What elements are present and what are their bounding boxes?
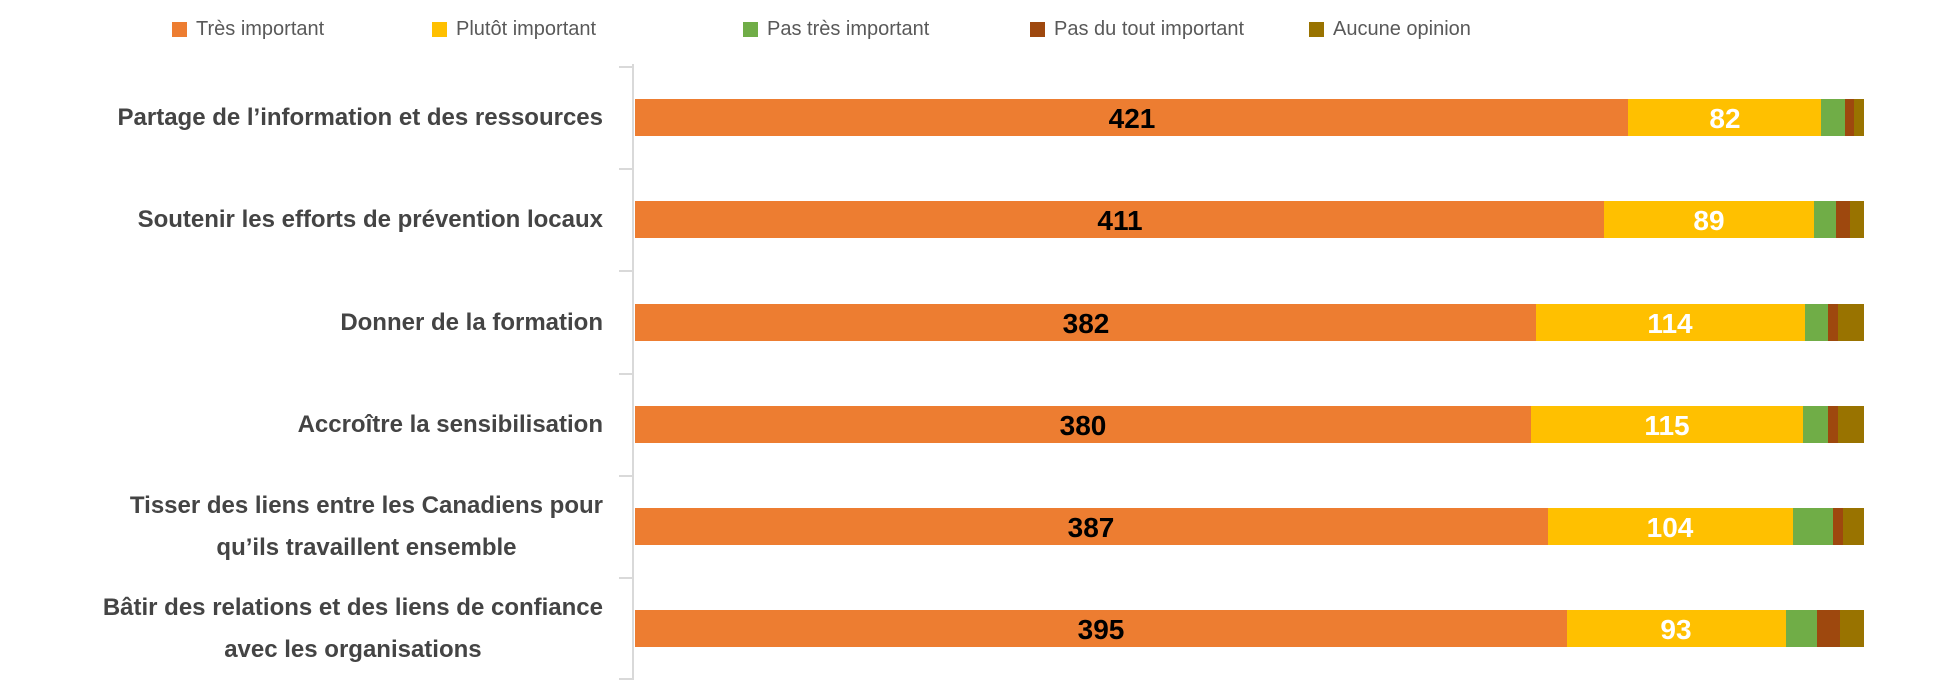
bar-value-label: 387 (1067, 511, 1115, 543)
bar-value-label: 115 (1644, 409, 1690, 441)
legend-item-tres-important: Très important (172, 15, 324, 43)
bar-segment-pas-tres-important (1786, 610, 1817, 647)
legend-color-swatch (1309, 21, 1324, 37)
bar-segment-aucune-opinion (1854, 99, 1864, 136)
bar-segment-pas-tres-important (1793, 508, 1833, 545)
category-label-soutenir-les-efforts-de-prevention-locau: Soutenir les efforts de prévention locau… (138, 199, 603, 241)
bar-segment-pas-du-tout-important (1833, 508, 1843, 545)
bar-value-label: 395 (1077, 613, 1125, 645)
legend-item-label: Pas très important (767, 17, 930, 40)
bar-segment-pas-tres-important (1803, 406, 1828, 443)
bar-value-label: 82 (1709, 102, 1741, 134)
bar-segment-aucune-opinion (1850, 201, 1864, 238)
bar-value-label: 89 (1693, 204, 1725, 236)
bar-segment-tres-important (635, 508, 1548, 545)
bar-segment-aucune-opinion (1843, 508, 1864, 545)
bar-segment-pas-du-tout-important (1836, 201, 1850, 238)
axis-tick (619, 66, 633, 68)
legend-item-plutot-important: Plutôt important (432, 15, 596, 43)
bar-value-label: 382 (1062, 307, 1110, 339)
bar-segment-plutot-important (1628, 99, 1821, 136)
category-label-line: qu’ils travaillent ensemble (216, 533, 517, 561)
category-label-line: Donner de la formation (340, 308, 603, 336)
bar-segment-pas-tres-important (1814, 201, 1836, 238)
bar-segment-aucune-opinion (1840, 610, 1864, 647)
axis-tick (619, 373, 633, 375)
axis-tick (619, 270, 633, 272)
bar-segment-pas-du-tout-important (1828, 406, 1838, 443)
legend-item-label: Aucune opinion (1333, 17, 1471, 40)
bar-segment-tres-important (635, 406, 1531, 443)
bar-value-label: 104 (1646, 511, 1694, 543)
category-label-tisser-des-liens-entre-les-canadiens-pou: Tisser des liens entre les Canadiens pou… (130, 485, 603, 569)
legend-item-label: Très important (196, 17, 325, 40)
bar-segment-plutot-important (1548, 508, 1793, 545)
category-label-line: Tisser des liens entre les Canadiens pou… (129, 491, 603, 519)
bar-value-label: 93 (1660, 613, 1692, 645)
category-axis-line (632, 64, 634, 680)
bar-value-label: 380 (1059, 409, 1107, 441)
bar-segment-pas-du-tout-important (1817, 610, 1840, 647)
category-label-donner-de-la-formation: Donner de la formation (340, 302, 603, 344)
bar-segment-plutot-important (1604, 201, 1814, 238)
legend-item-pas-du-tout-important: Pas du tout important (1030, 15, 1244, 43)
category-label-line: avec les organisations (224, 635, 482, 663)
legend-color-swatch (1030, 21, 1045, 37)
legend-item-pas-tres-important: Pas très important (743, 15, 929, 43)
category-label-line: Soutenir les efforts de prévention locau… (137, 205, 603, 233)
category-label-line: Partage de l’information et des ressourc… (117, 103, 604, 131)
bar-value-label: 114 (1647, 307, 1693, 339)
legend: Très important Plutôt important Pas très… (0, 0, 1933, 58)
bar-segment-tres-important (635, 99, 1628, 136)
category-label-partage-de-l-information-et-des-ressourc: Partage de l’information et des ressourc… (118, 97, 604, 139)
bar-segment-tres-important (635, 304, 1536, 341)
bar-segment-plutot-important (1567, 610, 1786, 647)
category-label-line: Bâtir des relations et des liens de conf… (102, 593, 603, 621)
bar-segment-aucune-opinion (1838, 304, 1864, 341)
bar-segment-aucune-opinion (1838, 406, 1864, 443)
category-label-accroitre-la-sensibilisation: Accroître la sensibilisation (298, 404, 603, 446)
legend-color-swatch (432, 21, 447, 37)
bar-segment-plutot-important (1531, 406, 1803, 443)
bar-segment-tres-important (635, 610, 1567, 647)
axis-tick (619, 168, 633, 170)
legend-item-aucune-opinion: Aucune opinion (1309, 15, 1471, 43)
bar-value-label: 411 (1097, 204, 1143, 236)
category-label-line: Accroître la sensibilisation (297, 410, 603, 438)
axis-tick (619, 678, 633, 680)
axis-tick (619, 577, 633, 579)
category-label-batir-des-relations-et-des-liens-de-conf: Bâtir des relations et des liens de conf… (103, 587, 603, 671)
bar-value-label: 421 (1108, 102, 1156, 134)
bar-segment-tres-important (635, 201, 1604, 238)
legend-color-swatch (743, 21, 758, 37)
bar-segment-pas-tres-important (1805, 304, 1828, 341)
bar-segment-plutot-important (1536, 304, 1805, 341)
legend-item-label: Plutôt important (456, 17, 597, 40)
legend-color-swatch (172, 21, 187, 37)
axis-tick (619, 475, 633, 477)
legend-item-label: Pas du tout important (1054, 17, 1245, 40)
bar-segment-pas-du-tout-important (1845, 99, 1854, 136)
bar-segment-pas-tres-important (1821, 99, 1845, 136)
bar-segment-pas-du-tout-important (1828, 304, 1838, 341)
